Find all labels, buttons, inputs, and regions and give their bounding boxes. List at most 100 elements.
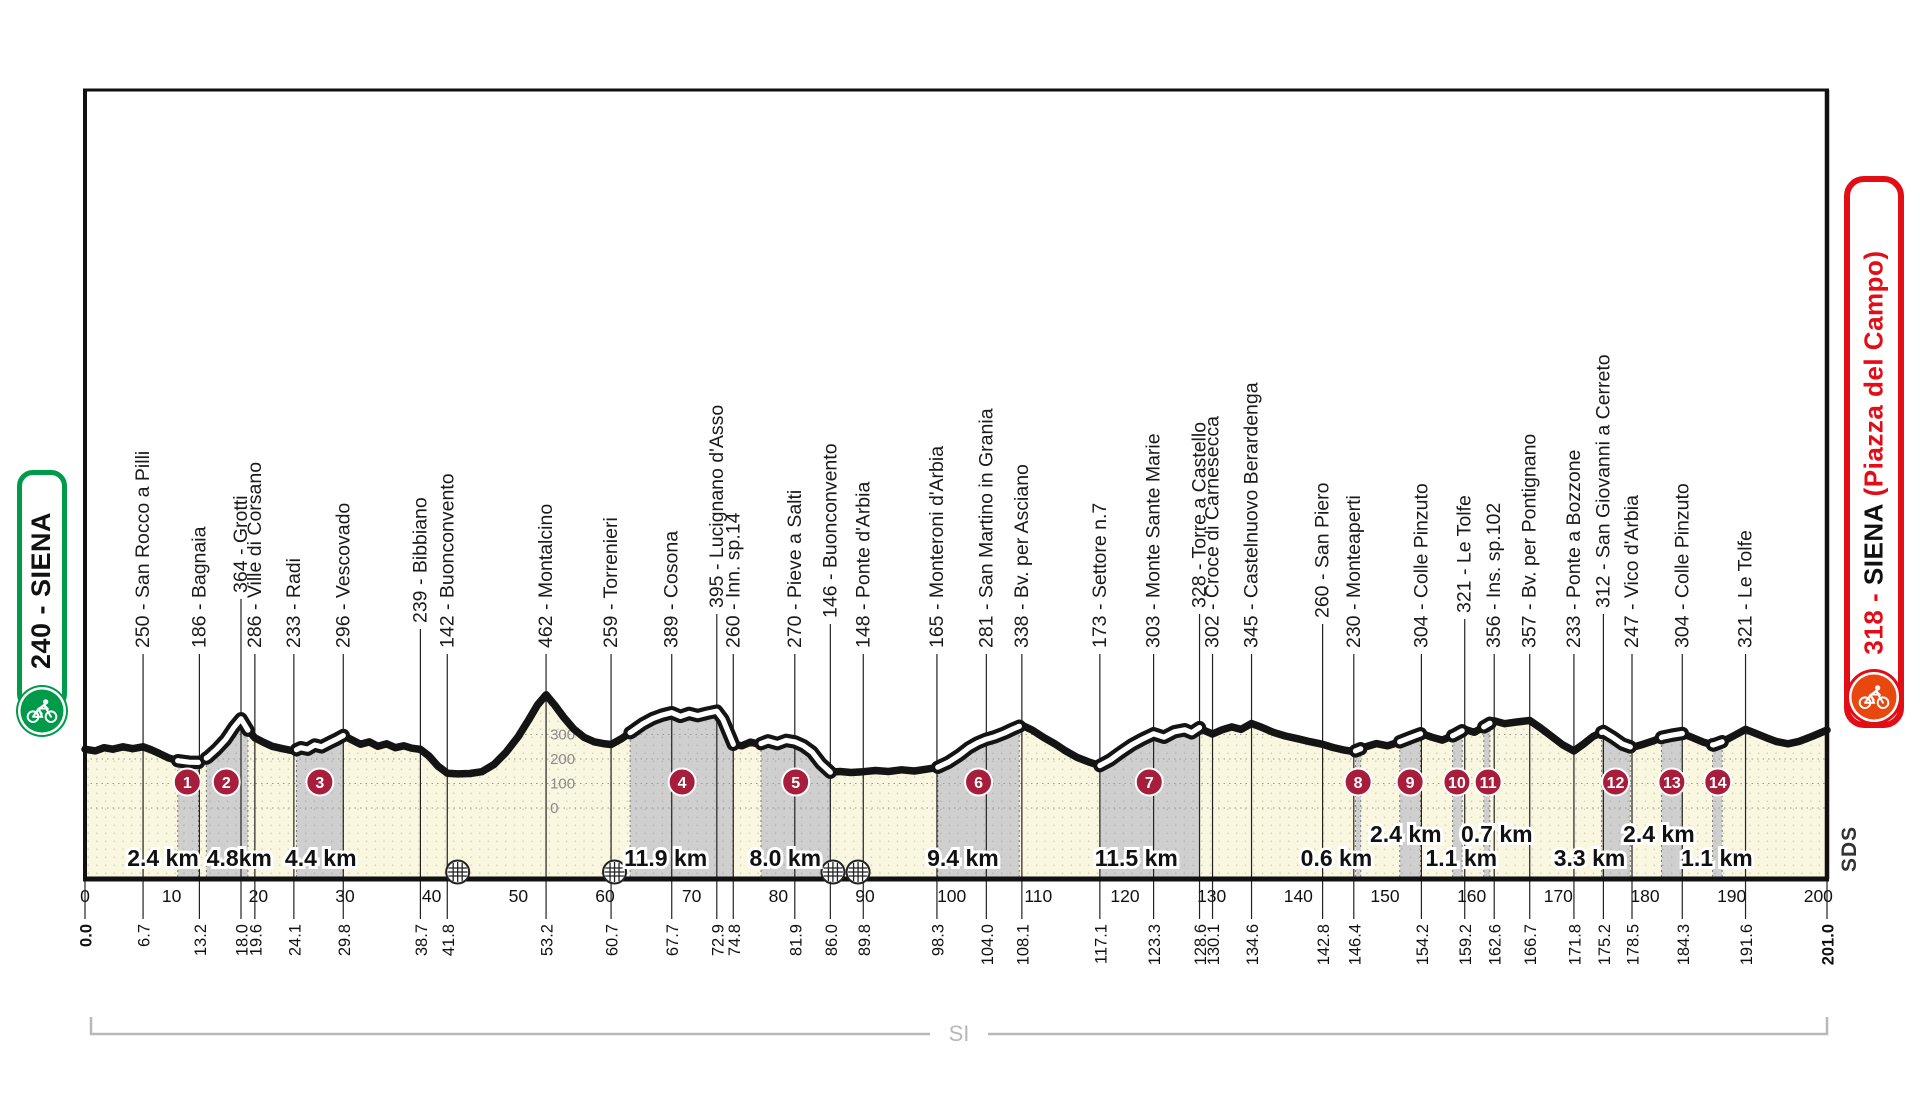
sector-marker: 10 1.1 km	[1422, 767, 1500, 874]
svg-text:40: 40	[422, 886, 442, 906]
sector-length-label: 0.7 km	[1461, 821, 1533, 847]
svg-text:0: 0	[550, 800, 558, 817]
svg-text:2: 2	[222, 775, 231, 792]
elevation-scale: 300 200 100 0	[550, 727, 575, 818]
side-code-label: SDS	[1838, 826, 1861, 872]
sector-length-label: 2.4 km	[1370, 821, 1442, 847]
waypoint-label: 233 - Radi	[283, 558, 305, 648]
waypoint-label: 230 - Monteaperti	[1343, 495, 1365, 648]
waypoint-label: 142 - Buonconvento	[436, 473, 458, 648]
svg-text:80: 80	[769, 886, 789, 906]
waypoint-label: 173 - Settore n.7	[1089, 503, 1111, 648]
svg-text:200: 200	[550, 751, 575, 768]
svg-text:1: 1	[183, 775, 192, 792]
distance-label: 130.1	[1205, 924, 1223, 965]
sector-marker: 11 0.7 km	[1458, 767, 1536, 850]
waypoint-label: 260 - Inn. sp.14	[722, 512, 744, 648]
waypoint-label: 281 - San Martino in Grania	[975, 408, 997, 648]
distance-label: 53.2	[539, 924, 557, 956]
sector-marker: 12 3.3 km	[1551, 767, 1631, 874]
svg-text:12: 12	[1607, 775, 1625, 792]
distance-label: 41.8	[440, 924, 458, 956]
distance-label: 67.7	[664, 924, 682, 956]
svg-text:140: 140	[1284, 886, 1313, 906]
distance-label: 123.3	[1146, 924, 1164, 965]
waypoint-label: 364 - Grotti	[230, 495, 252, 593]
distance-label: 18.0	[234, 924, 252, 956]
distance-label: 128.6	[1192, 924, 1210, 965]
waypoint-label: 270 - Pieve a Salti	[784, 490, 806, 648]
waypoint-leader-lines	[142, 599, 1747, 877]
svg-text:3: 3	[315, 775, 324, 792]
distance-label: 191.6	[1738, 924, 1756, 965]
waypoint-label: 259 - Torrenieri	[600, 517, 622, 648]
distance-label: 175.2	[1596, 924, 1614, 965]
svg-text:7: 7	[1145, 775, 1154, 792]
sector-length-label: 3.3 km	[1554, 845, 1626, 871]
distance-label: 104.0	[979, 924, 997, 965]
sector-marker: 14 1.1 km	[1678, 767, 1756, 874]
svg-text:5: 5	[791, 775, 800, 792]
waypoint-label: 395 - Lucignano d'Asso	[706, 405, 728, 608]
chart-border	[83, 88, 1830, 882]
waypoint-label: 250 - San Rocco a Pilli	[132, 451, 154, 648]
waypoint-label: 338 - Bv. per Asciano	[1011, 464, 1033, 648]
waypoint-label: 304 - Colle Pinzuto	[1671, 483, 1693, 648]
sector-length-label: 8.0 km	[749, 845, 821, 871]
svg-text:200: 200	[1804, 886, 1833, 906]
waypoint-label: 357 - Bv. per Pontignano	[1519, 434, 1541, 648]
svg-text:13: 13	[1663, 775, 1681, 792]
distance-label: 60.7	[604, 924, 622, 956]
svg-text:50: 50	[509, 886, 529, 906]
distance-label: 29.8	[336, 924, 354, 956]
distance-label: 162.6	[1487, 924, 1505, 965]
start-location-text: 240 - SIENA	[26, 511, 57, 669]
distance-label: 86.0	[823, 924, 841, 956]
waypoint-label: 186 - Bagnaia	[188, 526, 210, 648]
sector-marker: 3 4.4 km	[282, 767, 360, 874]
svg-text:150: 150	[1370, 886, 1399, 906]
svg-text:8: 8	[1354, 775, 1363, 792]
waypoint-label: 321 - Le Tolfe	[1454, 495, 1476, 613]
distance-label: 184.3	[1675, 924, 1693, 965]
sector-marker: 7 11.5 km	[1092, 767, 1181, 874]
waypoint-label: 356 - Ins. sp.102	[1483, 503, 1505, 648]
sector-marker: 8 0.6 km	[1298, 767, 1375, 874]
svg-text:60: 60	[595, 886, 615, 906]
sector-marker: 4 11.9 km	[621, 767, 710, 874]
start-location-label: 240 - SIENA	[17, 470, 67, 710]
waypoint-label: 146 - Buonconvento	[819, 443, 841, 618]
svg-text:100: 100	[937, 886, 966, 906]
finish-cyclist-icon	[1849, 672, 1899, 722]
railway-crossing-icon	[845, 859, 871, 885]
waypoint-label: 148 - Ponte d'Arbia	[852, 482, 874, 648]
distance-label: 72.9	[709, 924, 727, 956]
region-code-label: SI	[949, 1021, 970, 1046]
railway-crossing-icon	[445, 859, 471, 885]
distance-label: 108.1	[1014, 924, 1032, 965]
svg-text:10: 10	[162, 886, 182, 906]
waypoint-label: 239 - Bibbiano	[409, 497, 431, 623]
waypoint-label: 302 - Croce di Carnesecca	[1202, 416, 1224, 648]
waypoint-label: 321 - Le Tolfe	[1735, 530, 1757, 648]
distance-label: 159.2	[1457, 924, 1475, 965]
sector-marker: 5 8.0 km	[746, 767, 824, 874]
distance-label: 74.8	[726, 924, 744, 956]
waypoint-label: 260 - San Piero	[1312, 482, 1334, 618]
distance-label: 117.1	[1092, 924, 1110, 964]
sector-length-label: 9.4 km	[927, 845, 999, 871]
finish-location-text: 318 - SIENA (Piazza del Campo)	[1858, 249, 1889, 655]
svg-text:20: 20	[249, 886, 269, 906]
svg-text:100: 100	[550, 776, 575, 793]
distance-label: 166.7	[1522, 924, 1540, 965]
distance-label: 6.7	[136, 924, 154, 947]
distance-axis: 0 10 20 30 40 50 60 70 80 90 100 110 120 130 140 150 160…	[78, 881, 1838, 965]
svg-text:70: 70	[682, 886, 702, 906]
sector-length-label: 2.4 km	[1623, 821, 1695, 847]
sector-length-label: 4.4 km	[285, 845, 357, 871]
svg-text:130: 130	[1197, 886, 1226, 906]
railway-crossing-icon	[820, 859, 846, 885]
sector-length-label: 2.4 km	[127, 845, 199, 871]
svg-text:30: 30	[335, 886, 355, 906]
